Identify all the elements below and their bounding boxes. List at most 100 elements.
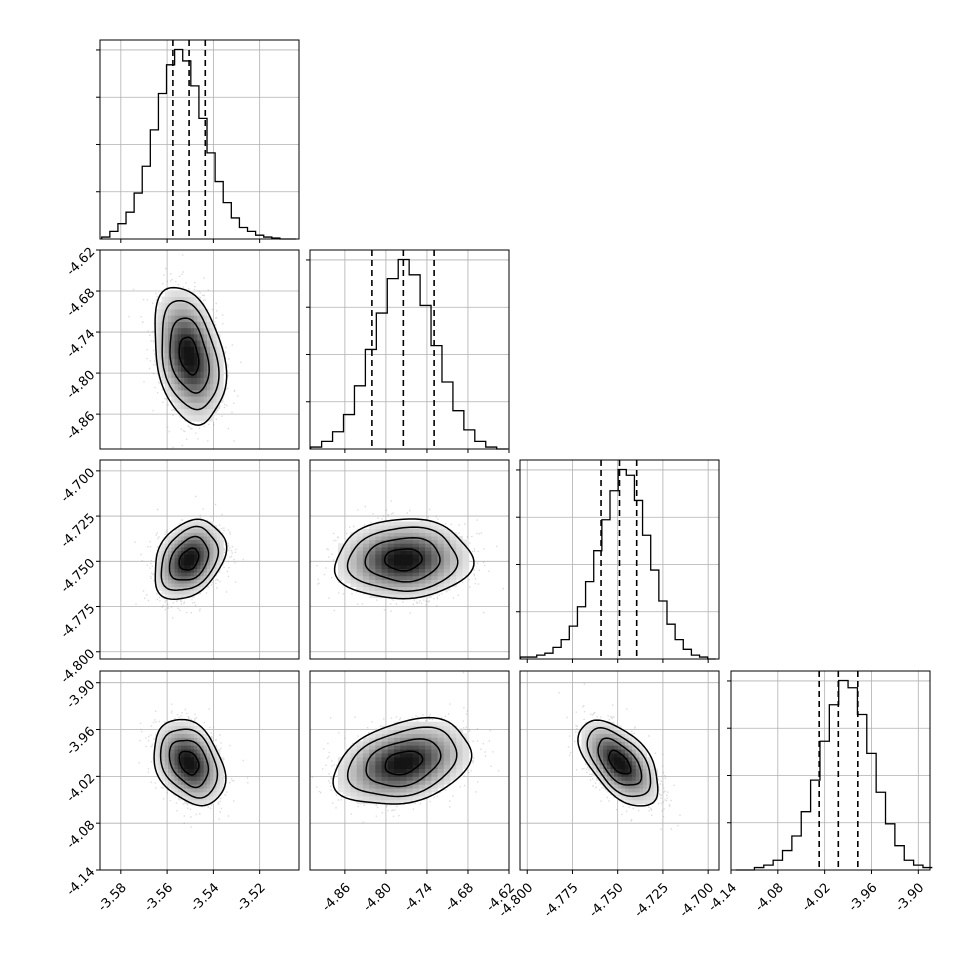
density-cell xyxy=(187,593,192,598)
density-cell xyxy=(632,784,637,789)
density-cell xyxy=(177,315,182,322)
density-cell xyxy=(213,791,218,797)
density-cell xyxy=(362,550,370,555)
density-cell xyxy=(387,561,395,566)
density-cell xyxy=(174,346,179,354)
density-cell xyxy=(197,561,201,566)
density-cell xyxy=(406,590,414,595)
density-cell xyxy=(206,346,211,354)
density-cell xyxy=(387,799,395,805)
y-tick-label: -4.725 xyxy=(58,511,98,551)
density-cell xyxy=(203,564,208,570)
density-cell xyxy=(431,532,439,537)
x-tick-label: -4.775 xyxy=(541,880,581,920)
density-cell xyxy=(206,795,211,801)
density-cell xyxy=(187,346,192,354)
density-cell xyxy=(168,593,172,598)
density-cell xyxy=(184,776,188,781)
density-cell xyxy=(164,296,169,304)
density-cell xyxy=(443,554,451,559)
density-cell xyxy=(394,725,401,731)
density-cell xyxy=(193,780,198,785)
density-cell xyxy=(350,780,358,785)
density-cell xyxy=(369,557,376,562)
density-cell xyxy=(164,539,169,544)
density-cell xyxy=(197,383,201,391)
density-cell xyxy=(219,546,224,551)
density-cell xyxy=(180,550,185,555)
density-cell xyxy=(197,788,201,793)
density-cell xyxy=(614,729,619,734)
density-cell xyxy=(443,572,451,577)
density-cell xyxy=(375,564,383,570)
density-cell xyxy=(203,760,208,766)
density-cell xyxy=(606,729,611,734)
density-cell xyxy=(177,408,182,416)
density-cell xyxy=(210,371,214,378)
density-cell xyxy=(197,776,201,781)
density-cell xyxy=(412,772,420,777)
density-cell xyxy=(437,557,445,562)
density-cell xyxy=(387,521,395,526)
density-cell xyxy=(350,776,358,781)
density-cell xyxy=(206,333,211,341)
density-cell xyxy=(203,772,208,777)
density-cell xyxy=(168,315,172,322)
density-cell xyxy=(592,725,597,731)
density-cell xyxy=(168,579,172,584)
density-cell xyxy=(425,733,432,738)
density-cell xyxy=(394,768,401,773)
density-cell xyxy=(456,733,463,738)
density-cell xyxy=(599,741,604,746)
density-cell xyxy=(369,756,376,762)
density-cell xyxy=(180,327,185,335)
density-cell xyxy=(180,364,185,372)
density-cell xyxy=(635,788,640,793)
density-cell xyxy=(187,729,192,734)
density-cell xyxy=(653,776,658,781)
density-cell xyxy=(193,579,198,584)
density-cell xyxy=(592,721,597,727)
density-cell xyxy=(190,528,195,533)
density-cell xyxy=(164,760,169,766)
density-cell xyxy=(425,741,432,746)
density-cell xyxy=(180,532,185,537)
density-cell xyxy=(369,575,376,580)
density-cell xyxy=(164,358,169,366)
density-cell xyxy=(206,389,211,397)
density-cell xyxy=(350,772,358,777)
density-cell xyxy=(635,752,640,758)
density-cell xyxy=(375,557,383,562)
density-cell xyxy=(219,346,224,354)
density-cell xyxy=(161,729,166,734)
density-cell xyxy=(177,729,182,734)
density-cell xyxy=(425,791,432,797)
density-cell xyxy=(610,768,615,773)
density-cell xyxy=(375,532,383,537)
density-cell xyxy=(184,799,188,805)
density-cell xyxy=(210,795,214,801)
density-cell xyxy=(180,725,185,731)
density-cell xyxy=(603,741,608,746)
density-cell xyxy=(599,733,604,738)
density-cell xyxy=(456,737,463,742)
density-cell xyxy=(200,741,205,746)
density-cell xyxy=(381,799,389,805)
density-cell xyxy=(190,550,195,555)
density-cell xyxy=(606,749,611,754)
density-cell xyxy=(462,539,470,544)
density-cell xyxy=(646,772,651,777)
density-cell xyxy=(418,572,426,577)
density-cell xyxy=(406,532,414,537)
density-cell xyxy=(164,572,169,577)
density-cell xyxy=(158,346,163,354)
density-cell xyxy=(164,302,169,310)
density-cell xyxy=(187,579,192,584)
density-cell xyxy=(350,749,358,754)
density-cell xyxy=(174,788,179,793)
density-cell xyxy=(190,586,195,591)
density-cell xyxy=(197,414,201,422)
density-cell xyxy=(624,733,630,738)
density-cell xyxy=(200,528,205,533)
density-cell xyxy=(381,791,389,797)
